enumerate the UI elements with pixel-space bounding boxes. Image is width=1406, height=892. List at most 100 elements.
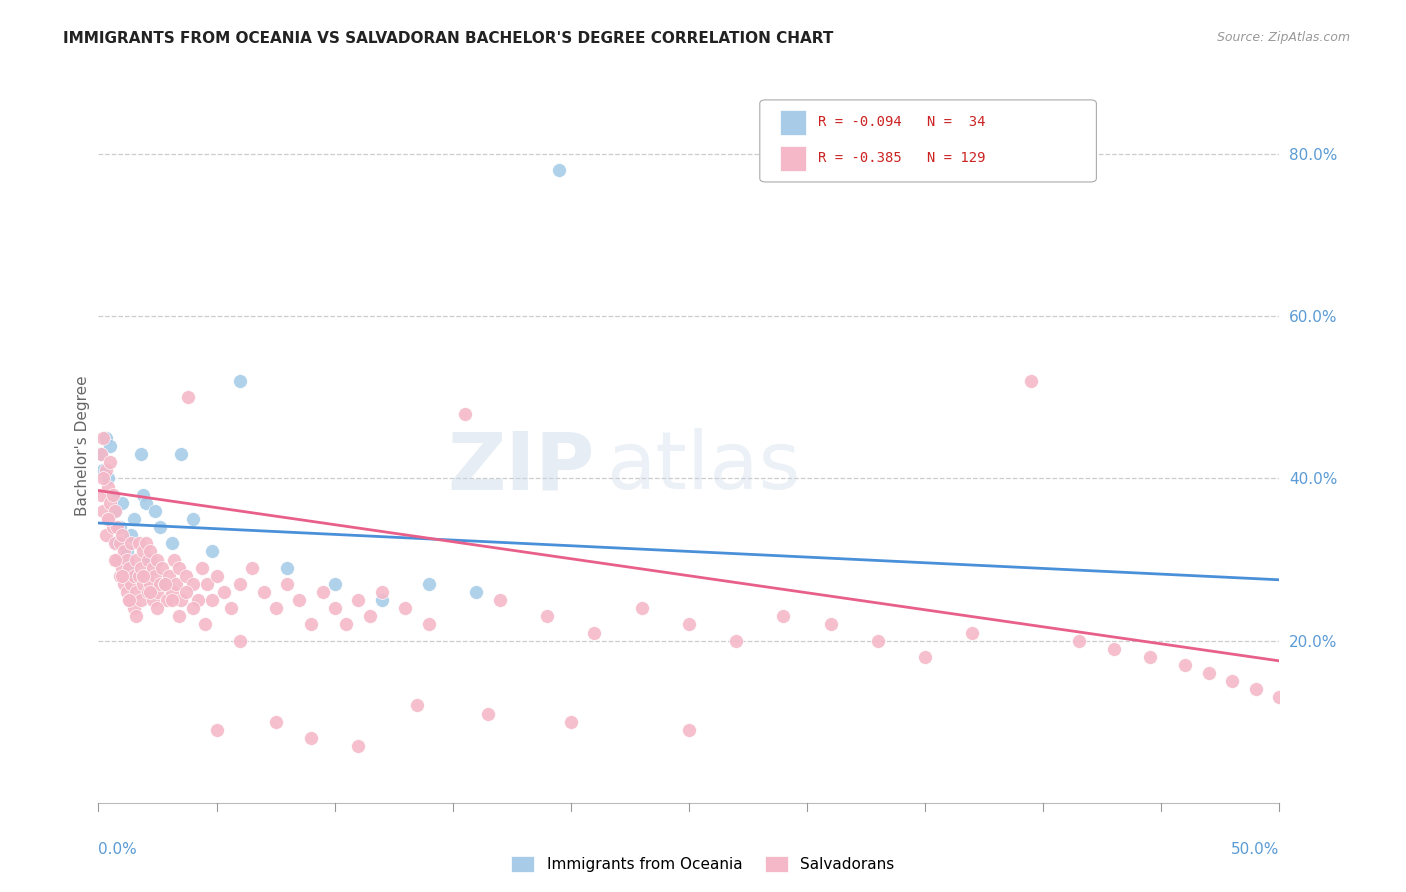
Point xyxy=(371,593,394,607)
Point xyxy=(128,568,150,582)
Point xyxy=(121,528,143,542)
Point xyxy=(94,463,117,477)
Point xyxy=(146,552,169,566)
Point xyxy=(264,601,287,615)
Point xyxy=(132,488,155,502)
Point xyxy=(1244,682,1267,697)
Point xyxy=(146,601,169,615)
Point xyxy=(101,488,124,502)
Point xyxy=(112,552,135,566)
Point xyxy=(105,520,128,534)
Point xyxy=(91,504,114,518)
Point xyxy=(94,528,117,542)
Point xyxy=(129,560,152,574)
Point xyxy=(406,698,429,713)
Point xyxy=(335,617,357,632)
Point xyxy=(323,601,346,615)
Point xyxy=(288,593,311,607)
Point xyxy=(678,617,700,632)
Point xyxy=(115,585,138,599)
Point xyxy=(132,544,155,558)
Text: 0.0%: 0.0% xyxy=(98,842,138,856)
Point xyxy=(772,609,794,624)
Point xyxy=(97,471,120,485)
Point xyxy=(98,455,121,469)
Point xyxy=(477,706,499,721)
Point xyxy=(177,390,200,404)
Point xyxy=(149,520,172,534)
Point xyxy=(90,447,112,461)
Point xyxy=(118,560,141,574)
Point xyxy=(136,585,159,599)
Point xyxy=(195,577,218,591)
Point xyxy=(219,601,242,615)
Point xyxy=(630,601,652,615)
Point xyxy=(170,593,193,607)
Point xyxy=(181,577,204,591)
Text: atlas: atlas xyxy=(606,428,800,507)
Point xyxy=(90,488,112,502)
Point xyxy=(121,536,143,550)
Point xyxy=(115,544,138,558)
Point xyxy=(914,649,936,664)
Point xyxy=(229,633,252,648)
Point xyxy=(97,512,120,526)
Point xyxy=(143,504,166,518)
Point xyxy=(170,447,193,461)
Point xyxy=(135,568,157,582)
Point xyxy=(104,552,127,566)
Point xyxy=(125,585,148,599)
Point xyxy=(560,714,582,729)
Point xyxy=(121,577,143,591)
Point xyxy=(165,577,187,591)
Point xyxy=(135,496,157,510)
Point xyxy=(153,577,176,591)
Point xyxy=(97,512,120,526)
Point xyxy=(1021,374,1043,388)
Point xyxy=(139,552,162,566)
Point xyxy=(122,512,145,526)
Point xyxy=(108,520,131,534)
Point xyxy=(163,552,186,566)
Point xyxy=(465,585,488,599)
Point xyxy=(453,407,475,421)
Point xyxy=(187,593,209,607)
Point xyxy=(1102,641,1125,656)
Point xyxy=(299,731,322,745)
Point xyxy=(149,577,172,591)
Point xyxy=(150,560,173,574)
Y-axis label: Bachelor's Degree: Bachelor's Degree xyxy=(75,376,90,516)
Point xyxy=(347,739,370,753)
Point xyxy=(112,544,135,558)
Point xyxy=(129,593,152,607)
Point xyxy=(174,568,197,582)
Point xyxy=(125,609,148,624)
Point xyxy=(181,512,204,526)
Point xyxy=(201,593,224,607)
Point xyxy=(201,544,224,558)
Point xyxy=(205,723,228,737)
Point xyxy=(820,617,842,632)
Point xyxy=(1220,674,1243,689)
Point xyxy=(104,536,127,550)
Point xyxy=(153,577,176,591)
Point xyxy=(112,577,135,591)
Point xyxy=(205,568,228,582)
Point xyxy=(156,593,179,607)
Point xyxy=(1067,633,1090,648)
Point xyxy=(143,568,166,582)
Point xyxy=(105,552,128,566)
Text: IMMIGRANTS FROM OCEANIA VS SALVADORAN BACHELOR'S DEGREE CORRELATION CHART: IMMIGRANTS FROM OCEANIA VS SALVADORAN BA… xyxy=(63,31,834,46)
Point xyxy=(264,714,287,729)
Text: 50.0%: 50.0% xyxy=(1232,842,1279,856)
Point xyxy=(962,625,984,640)
Point xyxy=(1174,657,1197,672)
Point xyxy=(111,496,134,510)
Point xyxy=(1139,649,1161,664)
Text: ZIP: ZIP xyxy=(447,428,595,507)
Point xyxy=(139,544,162,558)
Point xyxy=(194,617,217,632)
Point xyxy=(167,609,190,624)
Point xyxy=(90,447,112,461)
Point xyxy=(212,585,235,599)
